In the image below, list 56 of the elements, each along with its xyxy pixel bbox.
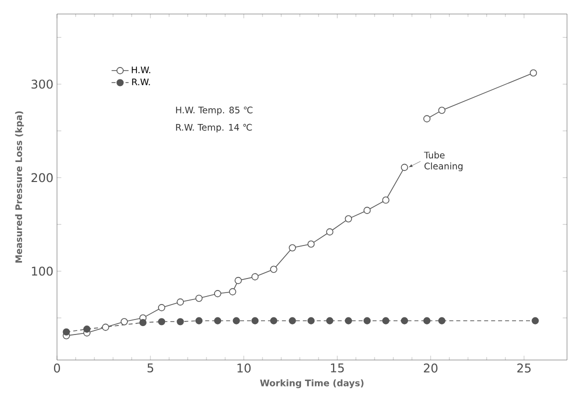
point [214, 290, 222, 298]
x-tick-label: 25 [517, 364, 531, 373]
point [120, 318, 128, 326]
point [532, 317, 539, 324]
point [139, 319, 147, 326]
point [176, 298, 184, 306]
point [307, 317, 315, 324]
point [158, 318, 166, 326]
point [176, 318, 184, 326]
x-axis-title: Working Time (days) [260, 379, 364, 388]
x-tick-label: 5 [148, 364, 154, 372]
legend-label: R.W. [132, 78, 150, 86]
point [382, 317, 390, 324]
y-axis-title: Measured Pressure Loss (kpa) [15, 111, 24, 263]
point [214, 317, 222, 324]
point [326, 228, 334, 236]
point [270, 317, 278, 324]
x-tick-label: 15 [330, 364, 344, 372]
point [195, 294, 203, 302]
annotation: H.W. Temp. 85 ℃ [176, 106, 253, 116]
x-tick-label: 0 [54, 364, 60, 373]
point [423, 115, 430, 122]
point [400, 317, 408, 324]
point [83, 326, 90, 333]
y-tick-label: 100 [32, 266, 53, 276]
point [344, 317, 352, 324]
point [251, 317, 259, 324]
point [326, 317, 334, 324]
annotation: R.W. Temp. 14 ℃ [176, 124, 252, 132]
point [158, 304, 166, 312]
legend-label: H.W. [132, 66, 150, 74]
y-tick-label: 200 [32, 173, 53, 182]
point [364, 317, 371, 324]
point [423, 317, 430, 324]
point [364, 206, 371, 214]
point [307, 240, 315, 248]
annotation: Tube Cleaning [424, 152, 462, 172]
point [288, 244, 296, 252]
point [438, 317, 446, 324]
point [195, 317, 203, 324]
x-tick-label: 10 [238, 364, 251, 373]
point [270, 266, 278, 273]
point [229, 288, 236, 296]
point [344, 215, 352, 222]
point [400, 164, 408, 171]
x-tick-label: 20 [424, 364, 438, 373]
point [234, 276, 242, 284]
point [438, 106, 446, 114]
point [382, 196, 390, 204]
point [232, 317, 240, 324]
point [288, 317, 296, 324]
y-tick-label: 300 [32, 80, 53, 89]
point [251, 273, 259, 280]
point [530, 69, 537, 76]
point [102, 324, 110, 331]
point [62, 328, 70, 336]
